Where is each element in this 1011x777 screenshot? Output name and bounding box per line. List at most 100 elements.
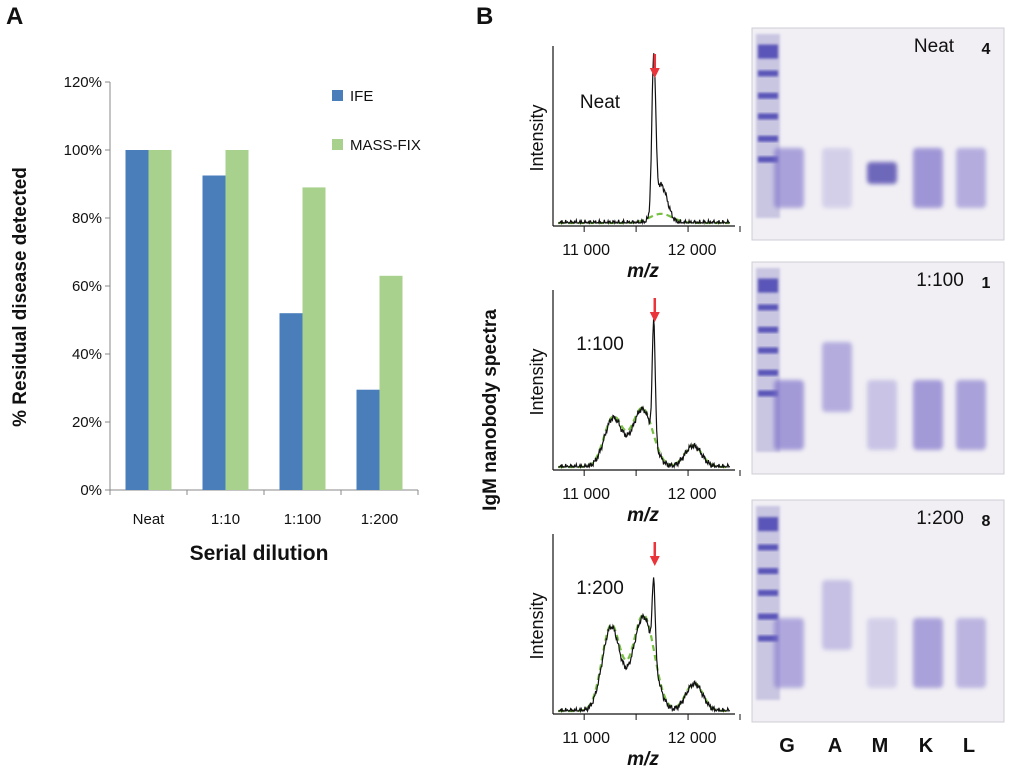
gel-band-m — [867, 618, 897, 688]
spectrum-2: 11 000 12 000 m/z Intensity 1:100 — [527, 290, 741, 526]
lane-label-k: K — [919, 735, 934, 757]
spectrum-label: 1:200 — [576, 578, 624, 599]
bar-chart-bars — [125, 150, 403, 490]
bar-chart-ytick-label: 20% — [72, 414, 102, 431]
bar-mass-fix-1-100 — [302, 187, 326, 490]
gel-ladder-band — [758, 517, 778, 532]
spectrum-trace-line — [558, 53, 731, 226]
lane-label-a: A — [828, 735, 842, 757]
gel-ladder-band — [758, 44, 778, 59]
gel-ladder-band — [758, 92, 778, 99]
bar-chart-xlabel: Serial dilution — [190, 542, 329, 565]
gel-ladder-band — [758, 326, 778, 333]
spectrum-fit-line — [558, 613, 730, 713]
gel-band-a — [822, 342, 852, 412]
bar-chart-ytick-label: 40% — [72, 346, 102, 363]
bar-chart: 0% 20% 40% 60% 80% 100% 120% Neat 1:10 1:100 1:200… — [10, 74, 421, 565]
gel-band-g — [774, 148, 804, 208]
bar-mass-fix-1-200 — [379, 275, 403, 490]
bar-chart-ticks: 0% 20% 40% 60% 80% 100% 120% Neat 1:10 1:100 1:200 — [64, 74, 419, 528]
spectrum-xlabel: m/z — [627, 261, 659, 282]
gel-label: 1:100 — [916, 270, 964, 291]
gel-band-a — [822, 580, 852, 650]
spectrum-xtick-label: 11 000 — [562, 242, 610, 259]
peak-arrow-icon — [649, 68, 660, 78]
gel-ladder-band — [758, 635, 778, 642]
spectrum-fit-line — [558, 406, 730, 469]
gel-1: Neat 4 — [751, 27, 1005, 241]
gel-ladder-band — [758, 278, 778, 293]
spectrum-1: 11 000 12 000 m/z Intensity Neat — [527, 46, 741, 282]
lane-label-g: G — [779, 735, 795, 757]
gel-images: Neat 4 1:100 1 1:200 8 — [751, 27, 1005, 723]
spectrum-xtick-label: 12 000 — [668, 730, 717, 747]
gel-band-g — [774, 618, 804, 688]
gel-ladder-band — [758, 369, 778, 376]
bar-ife-Neat — [125, 150, 149, 490]
bar-mass-fix-Neat — [148, 150, 172, 490]
spectrum-label: 1:100 — [576, 334, 624, 355]
panel-label-a: A — [6, 3, 23, 30]
gel-background — [751, 27, 1005, 241]
gel-band-l — [956, 148, 986, 208]
bar-chart-legend: IFE MASS-FIX — [332, 88, 421, 154]
gel-ladder-band — [758, 156, 778, 163]
spectrum-xlabel: m/z — [627, 505, 659, 526]
gel-ladder-band — [758, 113, 778, 120]
peak-arrow-icon — [649, 556, 660, 566]
gel-background — [751, 499, 1005, 723]
spectrum-ylabel: Intensity — [527, 348, 547, 415]
gel-band-m — [867, 380, 897, 450]
gel-3: 1:200 8 — [751, 499, 1005, 723]
bar-chart-ylabel: % Residual disease detected — [10, 167, 31, 427]
gel-ladder-band — [758, 613, 778, 620]
gel-band-k — [913, 380, 943, 450]
lane-label-l: L — [963, 735, 975, 757]
gel-band-a — [822, 148, 852, 208]
spectrum-xtick-label: 11 000 — [562, 730, 610, 747]
legend-swatch-ife — [332, 90, 343, 101]
spectra-charts: 11 000 12 000 m/z Intensity Neat 11 000 12 000… — [527, 46, 741, 770]
gel-ladder-band — [758, 135, 778, 142]
bar-ife-1-100 — [279, 313, 303, 490]
spectrum-xtick-label: 12 000 — [668, 486, 717, 503]
bar-chart-ytick-label: 0% — [80, 482, 102, 499]
gel-band-k — [913, 618, 943, 688]
gel-band-m — [867, 162, 897, 184]
peak-arrow-icon — [649, 312, 660, 322]
bar-chart-ytick-label: 80% — [72, 210, 102, 227]
gel-label: Neat — [914, 36, 955, 57]
gel-label: 1:200 — [916, 508, 964, 529]
spectrum-ylabel: Intensity — [527, 104, 547, 171]
bar-chart-ytick-label: 120% — [64, 74, 102, 91]
bar-chart-ytick-label: 60% — [72, 278, 102, 295]
gel-band-g — [774, 380, 804, 450]
spectrum-label: Neat — [580, 92, 621, 113]
legend-label-ife: IFE — [350, 88, 373, 105]
bar-chart-xtick-label: Neat — [133, 511, 166, 528]
lane-label-m: M — [872, 735, 889, 757]
gel-2: 1:100 1 — [751, 261, 1005, 475]
gel-ladder-band — [758, 347, 778, 354]
spectrum-xtick-label: 12 000 — [668, 242, 717, 259]
gel-ladder-band — [758, 589, 778, 596]
legend-swatch-mass-fix — [332, 139, 343, 150]
gel-ladder-band — [758, 544, 778, 551]
gel-ladder-band — [758, 568, 778, 575]
bar-chart-xtick-label: 1:10 — [211, 511, 240, 528]
bar-chart-xtick-label: 1:200 — [361, 511, 399, 528]
gel-id: 4 — [982, 41, 991, 58]
legend-label-mass-fix: MASS-FIX — [350, 137, 421, 154]
panel-label-b: B — [476, 3, 493, 30]
bar-chart-xtick-label: 1:100 — [284, 511, 322, 528]
gel-band-l — [956, 618, 986, 688]
gel-band-k — [913, 148, 943, 208]
spectrum-xtick-label: 11 000 — [562, 486, 610, 503]
gel-band-l — [956, 380, 986, 450]
gel-ladder-band — [758, 304, 778, 311]
gel-id: 8 — [982, 513, 991, 530]
spectrum-ylabel: Intensity — [527, 592, 547, 659]
bar-ife-1-200 — [356, 389, 380, 490]
